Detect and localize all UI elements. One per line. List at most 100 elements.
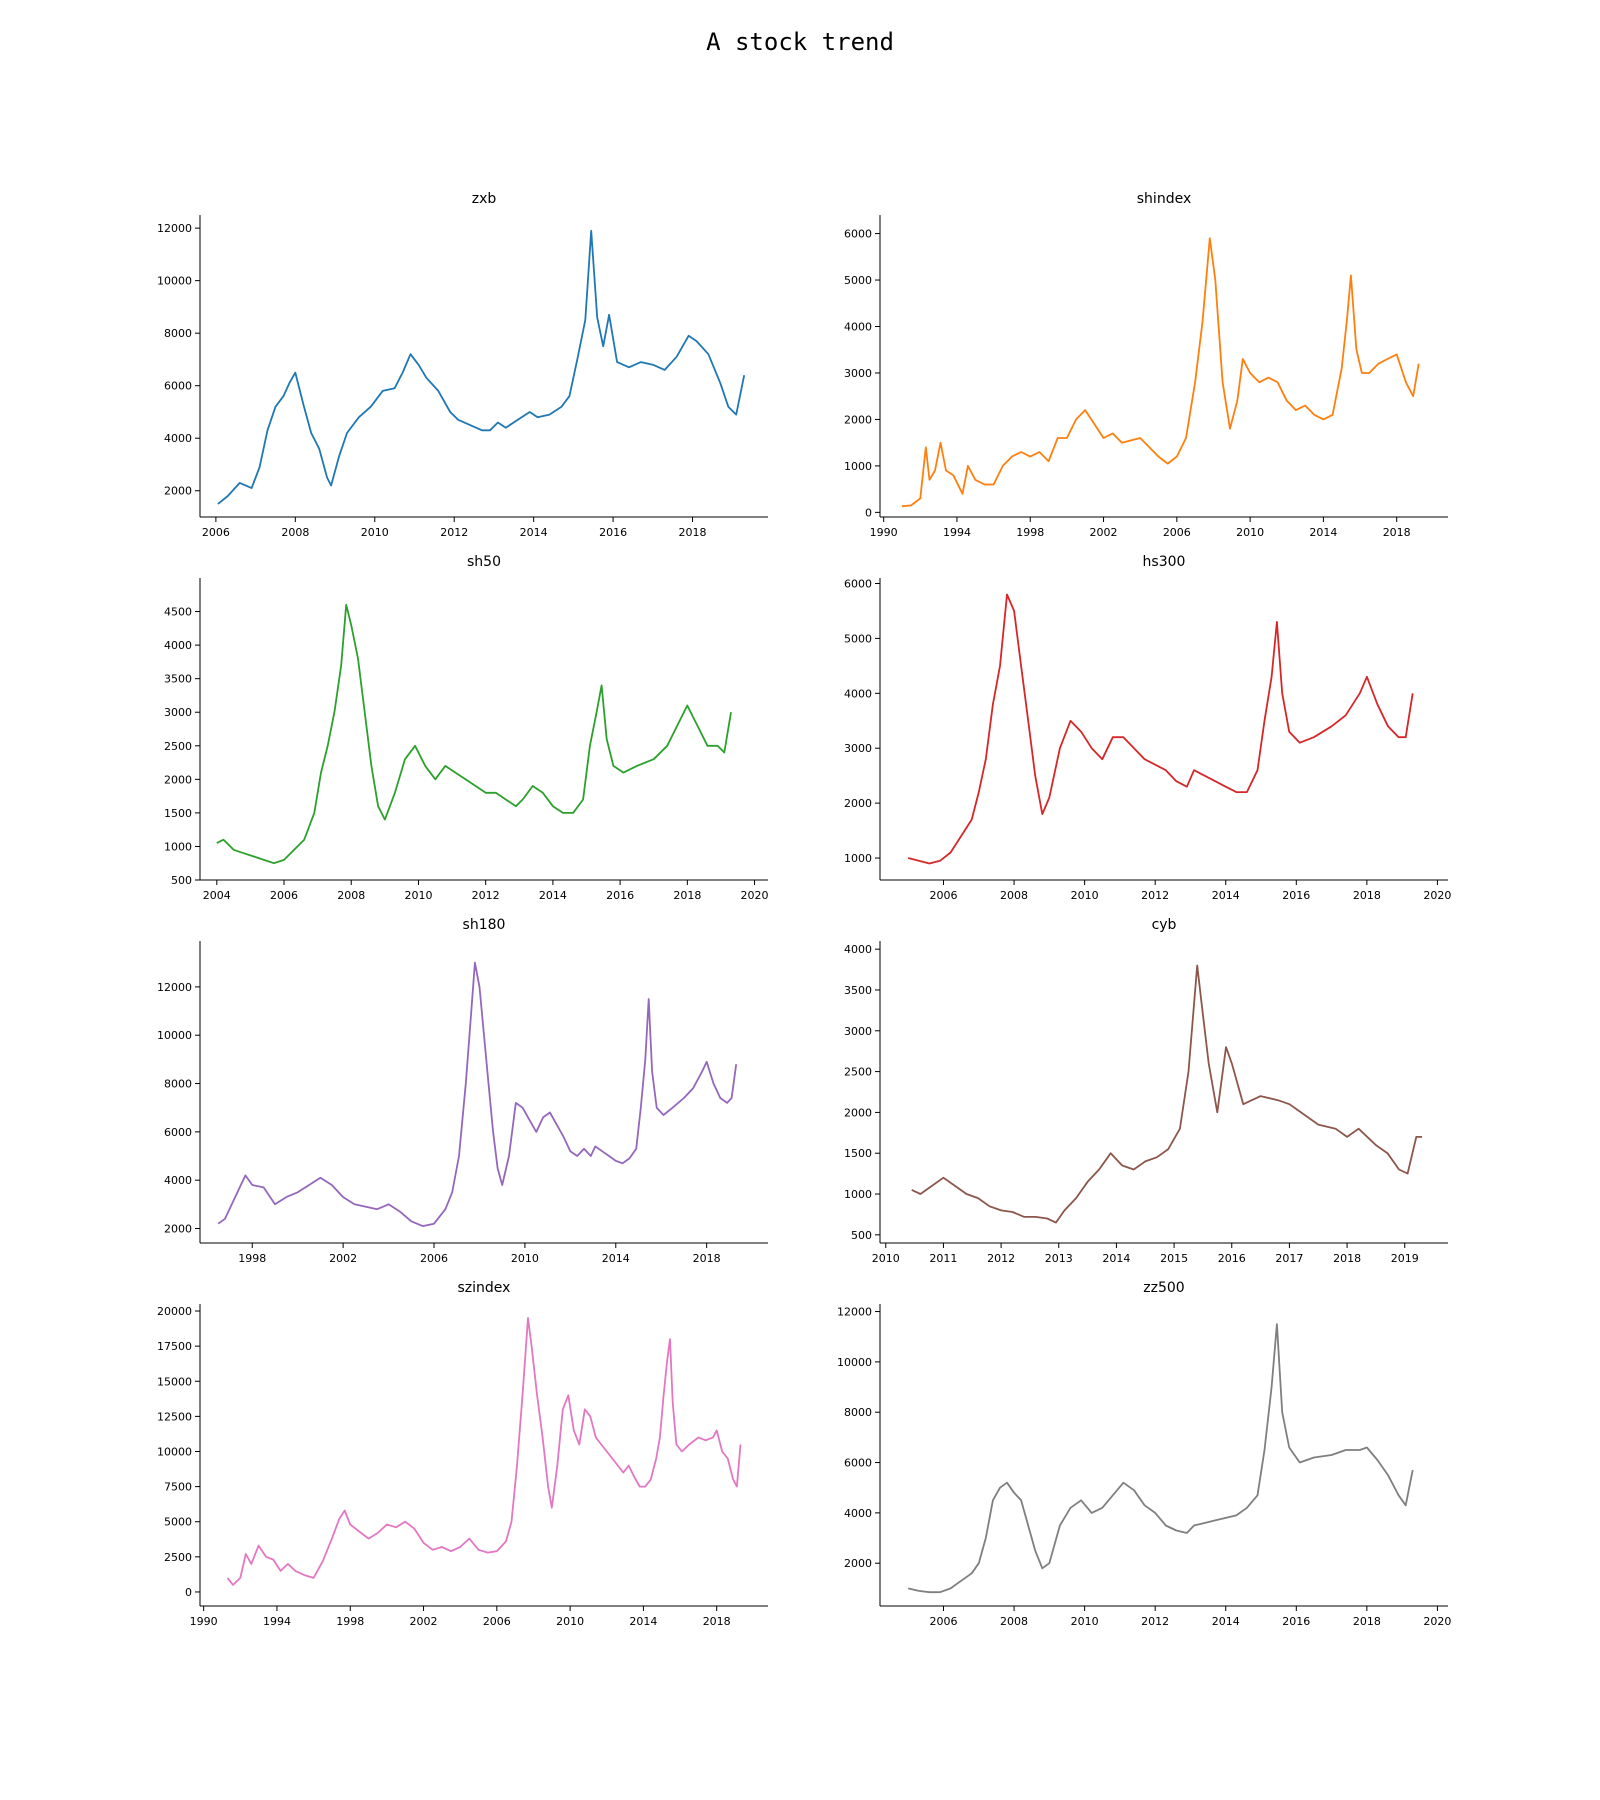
x-tick-label: 2019 bbox=[1391, 1252, 1419, 1265]
x-tick-label: 1990 bbox=[190, 1615, 218, 1628]
subplot-title: zz500 bbox=[1143, 1280, 1184, 1296]
x-tick-label: 2020 bbox=[1423, 1615, 1451, 1628]
x-tick-label: 1994 bbox=[263, 1615, 291, 1628]
y-tick-label: 4000 bbox=[844, 1507, 872, 1520]
x-tick-label: 2014 bbox=[520, 526, 548, 539]
y-tick-label: 2000 bbox=[164, 1223, 192, 1236]
subplot-title: zxb bbox=[472, 191, 497, 207]
y-tick-label: 3500 bbox=[844, 984, 872, 997]
y-tick-label: 4000 bbox=[844, 321, 872, 334]
y-tick-label: 1000 bbox=[164, 840, 192, 853]
series-line-sh180 bbox=[217, 961, 738, 1227]
y-tick-label: 10000 bbox=[157, 275, 192, 288]
y-tick-label: 1000 bbox=[844, 852, 872, 865]
x-tick-label: 2020 bbox=[1423, 889, 1451, 902]
x-tick-label: 1998 bbox=[238, 1252, 266, 1265]
x-tick-label: 2014 bbox=[539, 889, 567, 902]
x-tick-label: 2012 bbox=[1141, 889, 1169, 902]
y-tick-label: 4000 bbox=[844, 687, 872, 700]
x-tick-label: 2017 bbox=[1275, 1252, 1303, 1265]
y-tick-label: 15000 bbox=[157, 1375, 192, 1388]
subplot-title: sh50 bbox=[467, 554, 501, 570]
y-tick-label: 8000 bbox=[164, 1078, 192, 1091]
x-tick-label: 2012 bbox=[1141, 1615, 1169, 1628]
x-tick-label: 2002 bbox=[410, 1615, 438, 1628]
y-tick-label: 5000 bbox=[844, 274, 872, 287]
x-tick-label: 2018 bbox=[1353, 889, 1381, 902]
series-line-shindex bbox=[901, 237, 1420, 508]
x-tick-label: 2010 bbox=[1236, 526, 1264, 539]
x-tick-label: 1998 bbox=[336, 1615, 364, 1628]
y-tick-label: 3500 bbox=[164, 673, 192, 686]
y-tick-label: 5000 bbox=[164, 1516, 192, 1529]
x-tick-label: 2018 bbox=[693, 1252, 721, 1265]
series-line-sh50 bbox=[216, 603, 732, 865]
x-tick-label: 2006 bbox=[270, 889, 298, 902]
series-line-cyb bbox=[911, 964, 1423, 1224]
y-tick-label: 12500 bbox=[157, 1410, 192, 1423]
series-line-zxb bbox=[217, 229, 746, 505]
y-tick-label: 1000 bbox=[844, 460, 872, 473]
y-tick-label: 1000 bbox=[844, 1188, 872, 1201]
x-tick-label: 2012 bbox=[987, 1252, 1015, 1265]
y-tick-label: 0 bbox=[185, 1586, 192, 1599]
y-tick-label: 10000 bbox=[157, 1445, 192, 1458]
y-tick-label: 2000 bbox=[844, 1106, 872, 1119]
y-tick-label: 10000 bbox=[837, 1356, 872, 1369]
x-tick-label: 2006 bbox=[930, 1615, 958, 1628]
y-tick-label: 6000 bbox=[844, 577, 872, 590]
x-tick-label: 2006 bbox=[420, 1252, 448, 1265]
x-tick-label: 2010 bbox=[511, 1252, 539, 1265]
x-tick-label: 2010 bbox=[361, 526, 389, 539]
y-tick-label: 1500 bbox=[164, 807, 192, 820]
series-line-hs300 bbox=[907, 593, 1414, 865]
x-tick-label: 2014 bbox=[1102, 1252, 1130, 1265]
subplot-shindex: shindex 1990 1994 1998 2002 2006 2010 2014 2018 0… bbox=[844, 191, 1448, 539]
x-tick-label: 2016 bbox=[1282, 1615, 1310, 1628]
x-tick-label: 2002 bbox=[329, 1252, 357, 1265]
y-tick-label: 6000 bbox=[164, 380, 192, 393]
x-tick-label: 2018 bbox=[1383, 526, 1411, 539]
y-tick-label: 4000 bbox=[164, 432, 192, 445]
subplot-hs300: hs300 2006 2008 2010 2012 2014 2016 2018 2020 100… bbox=[844, 554, 1451, 902]
y-tick-label: 3000 bbox=[844, 1025, 872, 1038]
y-tick-label: 6000 bbox=[164, 1126, 192, 1139]
subplot-zxb: zxb 2006 2008 2010 2012 2014 2016 2018 2000 4000 6… bbox=[157, 191, 768, 539]
x-tick-label: 2018 bbox=[1353, 1615, 1381, 1628]
y-tick-label: 4000 bbox=[844, 943, 872, 956]
x-tick-label: 2012 bbox=[440, 526, 468, 539]
y-tick-label: 0 bbox=[865, 506, 872, 519]
y-tick-label: 8000 bbox=[164, 327, 192, 340]
y-tick-label: 20000 bbox=[157, 1305, 192, 1318]
x-tick-label: 1998 bbox=[1016, 526, 1044, 539]
x-tick-label: 2010 bbox=[404, 889, 432, 902]
x-tick-label: 2013 bbox=[1045, 1252, 1073, 1265]
x-tick-label: 2014 bbox=[1212, 889, 1240, 902]
y-tick-label: 12000 bbox=[837, 1306, 872, 1319]
x-tick-label: 2006 bbox=[483, 1615, 511, 1628]
y-tick-label: 2000 bbox=[844, 413, 872, 426]
y-tick-label: 2000 bbox=[164, 485, 192, 498]
x-tick-label: 2011 bbox=[929, 1252, 957, 1265]
x-tick-label: 2014 bbox=[629, 1615, 657, 1628]
subplot-title: sh180 bbox=[463, 917, 506, 933]
x-tick-label: 1990 bbox=[870, 526, 898, 539]
y-tick-label: 2500 bbox=[844, 1066, 872, 1079]
series-line-zz500 bbox=[907, 1323, 1414, 1594]
y-tick-label: 6000 bbox=[844, 1457, 872, 1470]
figure-title: A stock trend bbox=[706, 28, 894, 56]
y-tick-label: 8000 bbox=[844, 1406, 872, 1419]
subplot-sh180: sh180 1998 2002 2006 2010 2014 2018 2000 4000 600… bbox=[157, 917, 768, 1265]
x-tick-label: 2014 bbox=[602, 1252, 630, 1265]
y-tick-label: 2000 bbox=[844, 1557, 872, 1570]
subplot-szindex: szindex 1990 1994 1998 2002 2006 2010 2014 2018 0… bbox=[157, 1280, 768, 1628]
series-line-szindex bbox=[226, 1317, 742, 1586]
x-tick-label: 2014 bbox=[1309, 526, 1337, 539]
y-tick-label: 2000 bbox=[844, 797, 872, 810]
x-tick-label: 2020 bbox=[741, 889, 769, 902]
x-tick-label: 2008 bbox=[337, 889, 365, 902]
x-tick-label: 2018 bbox=[1333, 1252, 1361, 1265]
y-tick-label: 17500 bbox=[157, 1340, 192, 1353]
x-tick-label: 2010 bbox=[556, 1615, 584, 1628]
